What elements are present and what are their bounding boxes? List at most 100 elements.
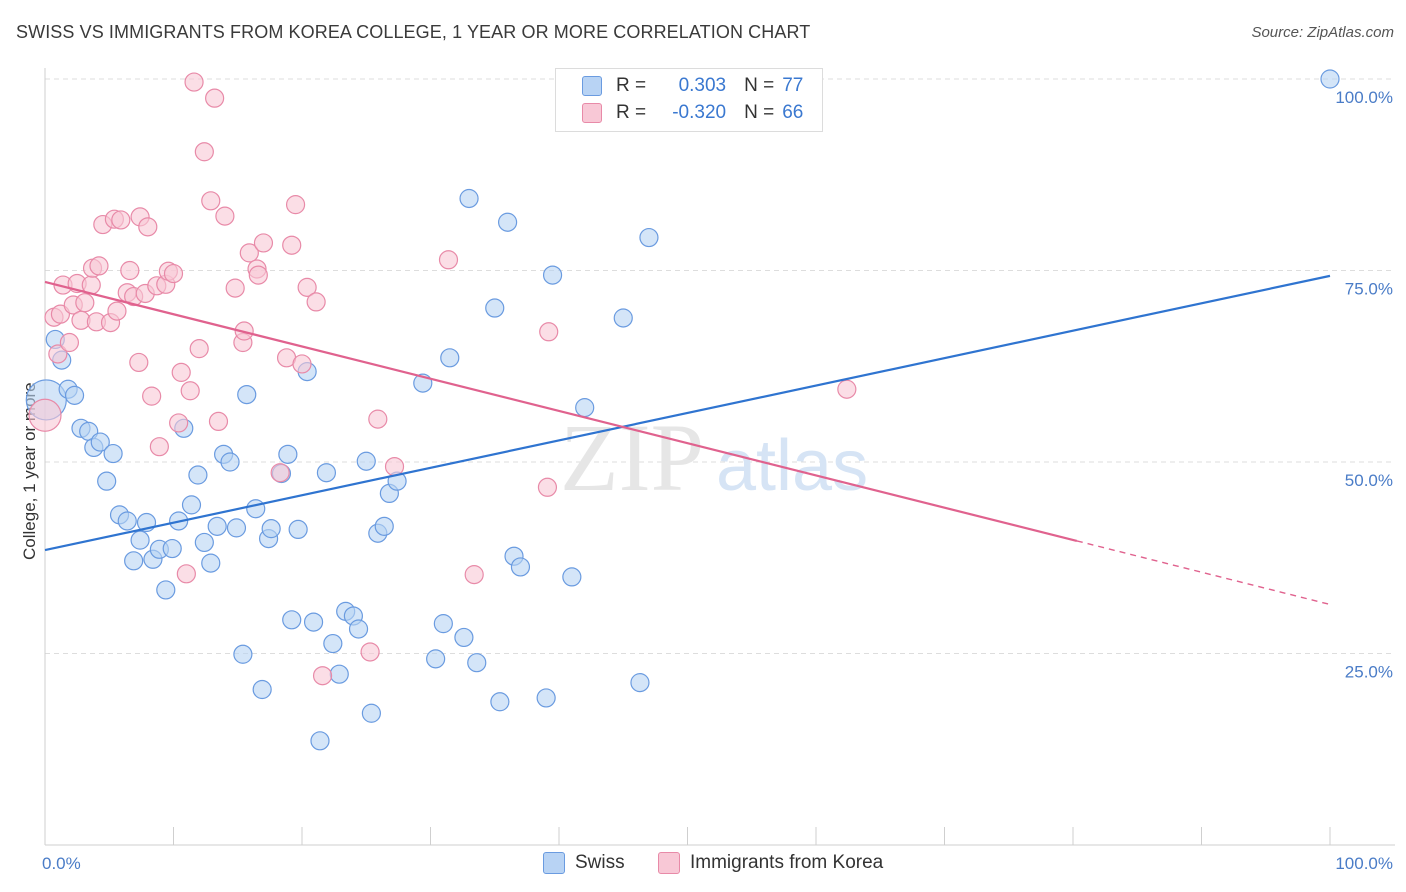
korea-point bbox=[539, 322, 559, 342]
swiss-point bbox=[181, 495, 202, 515]
swiss-point bbox=[130, 530, 150, 550]
korea-point bbox=[59, 332, 80, 353]
x-tick-label: 100.0% bbox=[1335, 854, 1393, 873]
swiss-point bbox=[459, 188, 479, 209]
korea-point bbox=[312, 666, 333, 686]
korea-point bbox=[28, 398, 62, 432]
swiss-point bbox=[356, 451, 376, 471]
legend-r-value: -0.320 bbox=[672, 102, 727, 123]
x-tick-label: 0.0% bbox=[42, 854, 81, 873]
grid-lines bbox=[45, 78, 1395, 654]
korea-point bbox=[248, 265, 268, 285]
legend-r-label: R = bbox=[616, 75, 647, 96]
swiss-point bbox=[562, 567, 582, 587]
swiss-point bbox=[261, 519, 281, 539]
swiss-point bbox=[207, 516, 227, 536]
swiss-point bbox=[103, 443, 123, 464]
swiss-point bbox=[639, 227, 659, 248]
swiss-swatch bbox=[543, 852, 565, 874]
swiss-trend-line bbox=[44, 274, 1331, 552]
swiss-point bbox=[510, 557, 531, 577]
korea-point bbox=[149, 437, 169, 457]
legend-n-label: N = bbox=[744, 102, 775, 123]
swiss-point bbox=[252, 679, 272, 700]
swiss-point bbox=[467, 653, 487, 673]
legend-row-swiss: R = 0.303 N = 77 bbox=[582, 73, 803, 99]
swiss-point bbox=[237, 384, 257, 405]
swiss-point bbox=[162, 538, 182, 559]
watermark-zip: ZIP bbox=[560, 404, 704, 511]
korea-point bbox=[292, 354, 312, 374]
swiss-point bbox=[156, 580, 176, 600]
axes bbox=[44, 68, 1395, 846]
swiss-point bbox=[288, 519, 308, 540]
tick-labels: 25.0% 50.0% 75.0% 100.0% 0.0% 100.0% bbox=[42, 88, 1393, 873]
y-tick-label: 25.0% bbox=[1345, 663, 1393, 682]
korea-point bbox=[464, 565, 484, 585]
swiss-point bbox=[323, 633, 343, 654]
series-legend: Swiss Immigrants from Korea bbox=[0, 852, 1406, 878]
legend-label-swiss: Swiss bbox=[575, 852, 625, 873]
korea-swatch bbox=[658, 852, 680, 874]
y-tick-label: 100.0% bbox=[1335, 88, 1393, 107]
swiss-point bbox=[490, 692, 510, 712]
swiss-point bbox=[498, 212, 518, 232]
swiss-point bbox=[348, 619, 369, 639]
swiss-point bbox=[303, 612, 324, 632]
legend-row-korea: R = -0.320 N = 66 bbox=[582, 100, 803, 126]
korea-point bbox=[208, 411, 229, 432]
korea-point bbox=[537, 477, 558, 497]
korea-point bbox=[306, 292, 326, 312]
swiss-point bbox=[220, 452, 240, 472]
korea-point bbox=[194, 142, 214, 162]
korea-point bbox=[360, 642, 380, 662]
korea-point bbox=[285, 195, 306, 215]
swiss-point bbox=[246, 499, 266, 519]
korea-point bbox=[282, 235, 302, 255]
legend-item-swiss[interactable]: Swiss bbox=[543, 852, 625, 874]
korea-point bbox=[270, 463, 290, 483]
korea-swatch bbox=[582, 103, 602, 123]
korea-point bbox=[184, 72, 204, 92]
legend-label-korea: Immigrants from Korea bbox=[690, 852, 884, 873]
korea-point bbox=[75, 293, 95, 313]
korea-point bbox=[189, 339, 209, 359]
korea-point bbox=[205, 88, 225, 108]
swiss-point bbox=[188, 465, 208, 485]
swiss-point bbox=[575, 398, 595, 418]
korea-point bbox=[837, 379, 857, 399]
korea-point bbox=[253, 233, 274, 253]
swiss-point bbox=[374, 516, 394, 536]
korea-point bbox=[142, 386, 162, 406]
swiss-point bbox=[201, 553, 221, 573]
swiss-point bbox=[278, 444, 298, 464]
swiss-point bbox=[90, 432, 110, 452]
swiss-point bbox=[485, 298, 505, 318]
legend-n-label: N = bbox=[744, 75, 775, 96]
korea-point bbox=[163, 263, 184, 284]
korea-point bbox=[368, 409, 388, 429]
swiss-point bbox=[282, 610, 302, 630]
watermark: ZIP atlas bbox=[560, 404, 868, 511]
swiss-point bbox=[194, 532, 214, 553]
korea-point bbox=[107, 301, 127, 321]
trend-lines bbox=[44, 274, 1331, 606]
swiss-point bbox=[117, 511, 137, 531]
swiss-point bbox=[536, 688, 556, 708]
legend-r-label: R = bbox=[616, 102, 647, 123]
korea-point bbox=[48, 344, 68, 364]
swiss-point bbox=[329, 664, 349, 684]
source-label: Source: ZipAtlas.com bbox=[1251, 24, 1394, 41]
correlation-legend: R = 0.303 N = 77 R = -0.320 N = 66 bbox=[555, 68, 823, 132]
korea-point bbox=[129, 352, 149, 373]
swiss-point bbox=[1320, 69, 1340, 89]
swiss-swatch bbox=[582, 76, 602, 96]
korea-point bbox=[120, 260, 140, 281]
chart-title: SWISS VS IMMIGRANTS FROM KOREA COLLEGE, … bbox=[16, 22, 811, 42]
legend-item-korea[interactable]: Immigrants from Korea bbox=[658, 852, 883, 874]
y-tick-label: 50.0% bbox=[1345, 471, 1393, 490]
swiss-point bbox=[233, 644, 253, 664]
korea-point bbox=[171, 362, 191, 382]
korea-point bbox=[169, 413, 189, 433]
